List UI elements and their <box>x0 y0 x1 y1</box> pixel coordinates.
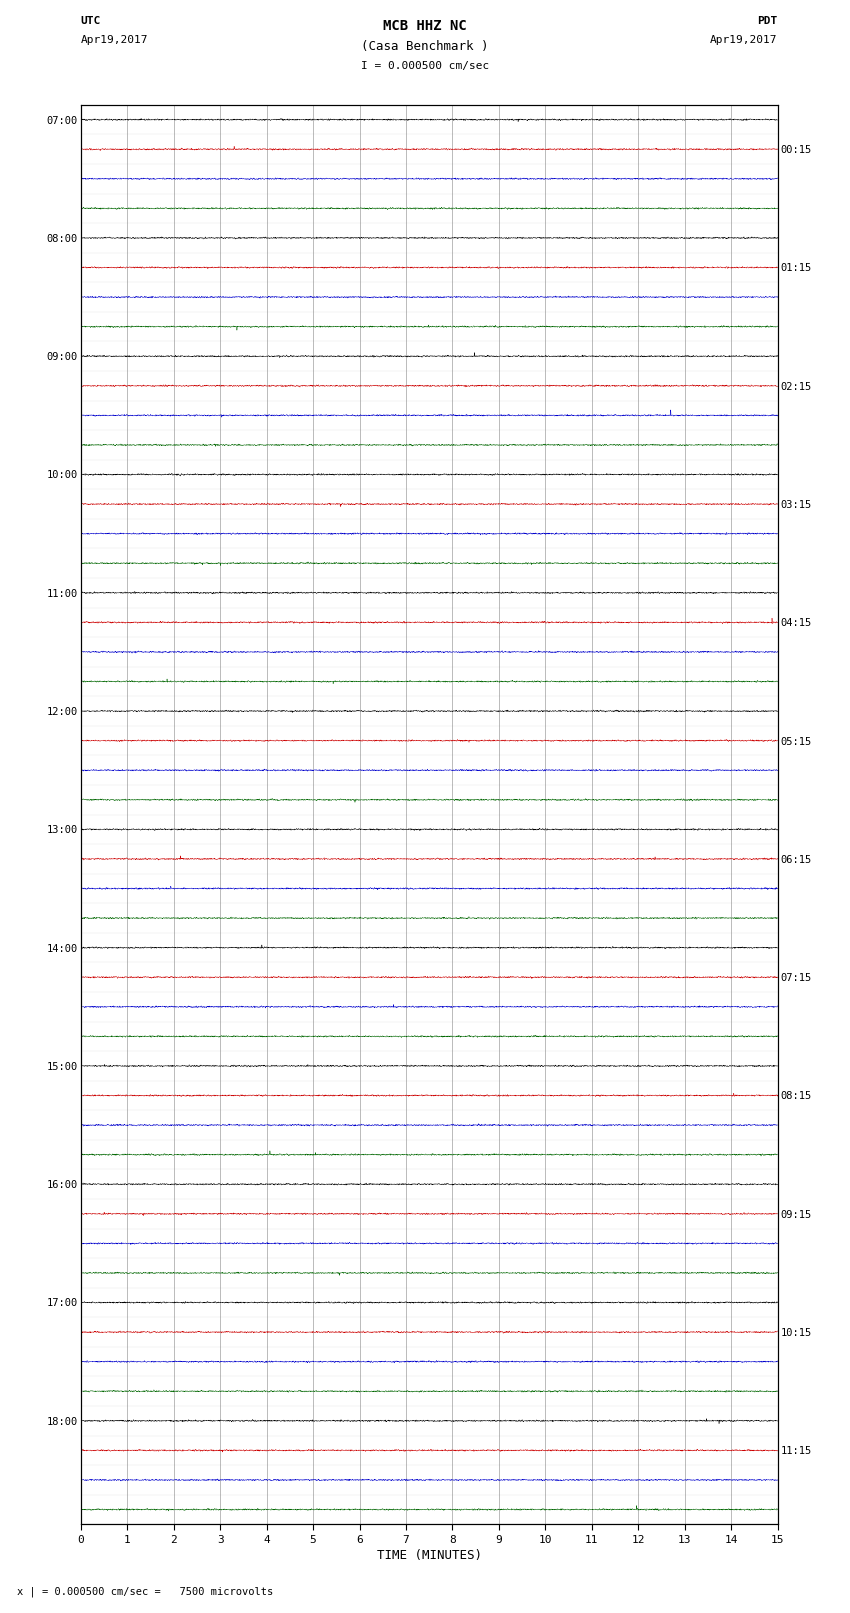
Text: Apr19,2017: Apr19,2017 <box>81 35 148 45</box>
Text: I = 0.000500 cm/sec: I = 0.000500 cm/sec <box>361 61 489 71</box>
Text: MCB HHZ NC: MCB HHZ NC <box>383 19 467 34</box>
X-axis label: TIME (MINUTES): TIME (MINUTES) <box>377 1548 482 1561</box>
Text: (Casa Benchmark ): (Casa Benchmark ) <box>361 40 489 53</box>
Text: Apr19,2017: Apr19,2017 <box>711 35 778 45</box>
Text: UTC: UTC <box>81 16 101 26</box>
Text: PDT: PDT <box>757 16 778 26</box>
Text: x | = 0.000500 cm/sec =   7500 microvolts: x | = 0.000500 cm/sec = 7500 microvolts <box>17 1586 273 1597</box>
